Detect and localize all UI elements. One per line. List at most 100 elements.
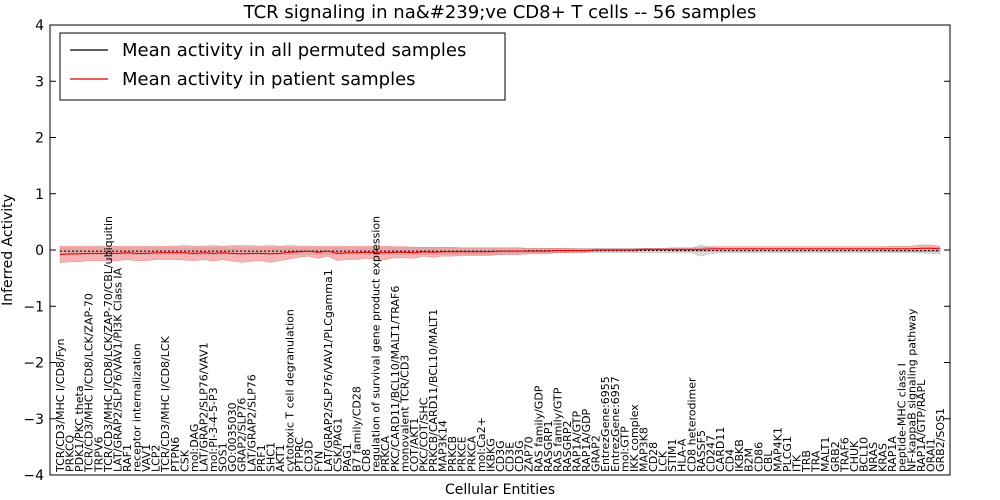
x-tick-label: KRAS [877, 443, 890, 472]
x-tick-label: B7 family/CD28 [351, 386, 364, 472]
x-tick-label: PRKCA [379, 435, 392, 472]
x-tick-label: CSK [178, 449, 191, 472]
x-tick-label: CSK/PAG1 [331, 418, 344, 472]
patient-mean-line [59, 247, 941, 255]
x-tick-label: CARD11 [714, 427, 727, 472]
x-tick-label: PTPRC [293, 437, 306, 472]
x-tick-label: LAT/GRAP2/SLP76 [245, 374, 258, 472]
x-tick-label: PRF1 [255, 444, 268, 472]
y-axis-label: Inferred Activity [0, 194, 16, 306]
x-tick-label: TCR/CD3/MHC I/CD8/LCK/ZAP-70/CBL/ubiquit… [102, 216, 115, 473]
x-tick-label: PTPN6 [169, 437, 182, 472]
x-tick-label: AKT1 [274, 444, 287, 472]
x-tick-label: CBL [762, 450, 775, 472]
legend-label-patient: Mean activity in patient samples [122, 69, 416, 90]
x-tick-label: cytotoxic T cell degranulation [284, 309, 297, 472]
x-tick-label: TCR/CD3/MHC I/CD8/Fyn [54, 338, 67, 473]
band-layer [59, 244, 941, 264]
x-tick-label: PKC/COT/SHC [418, 397, 431, 472]
patient-spread-band [59, 244, 941, 264]
y-tick-label: 1 [35, 187, 44, 203]
x-tick-label: GRAP2/SLP76 [236, 398, 249, 472]
x-tick-label: TRAF6 [838, 437, 851, 473]
y-tick-label: 4 [35, 18, 44, 34]
x-tick-label: IKK complex [628, 404, 641, 472]
x-tick-label: RAP1A/GDP [580, 408, 593, 472]
x-tick-label: BCL10 [858, 437, 871, 472]
x-tick-label: TRB [800, 450, 813, 473]
x-tick-label: CD3D [303, 440, 316, 472]
chart-title: TCR signaling in na&#239;ve CD8+ T cells… [243, 2, 757, 23]
x-tick-label: PAG1 [341, 443, 354, 472]
x-tick-label: CHUK [848, 440, 861, 472]
x-tick-label: MALT1 [819, 437, 832, 472]
x-tick-label: COT/AKT1 [408, 418, 421, 472]
x-tick-label: RASSF5 [695, 430, 708, 472]
x-tick-label: ITK [791, 454, 804, 472]
x-tick-label: GO:0035030 [226, 402, 239, 472]
x-tick-label: CD247 [704, 435, 717, 472]
x-tick-label: ZAP70 [523, 436, 536, 472]
x-tick-label: STIM1 [666, 439, 679, 472]
x-tick-label: PLCG1 [781, 436, 794, 472]
legend-label-permuted: Mean activity in all permuted samples [122, 40, 466, 61]
x-tick-label: RAF1 [121, 444, 134, 472]
x-tick-label: GRB2 [829, 441, 842, 472]
x-tick-label: PRKCB/CARD11/BCL10/MALT1 [427, 309, 440, 472]
x-axis-label: Cellular Entities [445, 482, 555, 498]
x-tick-label: HLA-A [676, 438, 689, 472]
x-tick-label: RAP1A/GTP/RAPL [915, 379, 928, 472]
x-tick-label: LCK [657, 450, 670, 472]
x-tick-label: peptide-MHC class I [896, 363, 909, 472]
x-tick-label: CD8 heterodimer [685, 377, 698, 472]
x-tick-label: RASGRP2 [561, 421, 574, 473]
x-tick-label: EntrezGene:6957 [609, 376, 622, 472]
x-tick-label: TRPV6 [92, 437, 105, 474]
x-tick-label: LCP2 [150, 445, 163, 472]
x-tick-label: PRKCA [465, 435, 478, 472]
x-tick-label: CD3E [504, 442, 517, 472]
x-tick-label: RAP1A/GTP [571, 411, 584, 472]
x-tick-label: LAT/GRAP2/SLP76/VAV1 [198, 342, 211, 472]
x-tick-label: CD3G [494, 440, 507, 472]
x-tick-label: PDK1/PKC theta [73, 385, 86, 472]
line-layer [59, 247, 941, 255]
x-tick-label: CD3G [513, 440, 526, 472]
x-tick-label: VAV1 [140, 444, 153, 472]
x-tick-label: monovalent TCR/CD3 [398, 355, 411, 472]
x-tick-label: FYN [312, 451, 325, 472]
x-tick-label: MAP3K14 [437, 420, 450, 472]
y-axis: −4 −3 −2 −1 0 1 2 3 4 [23, 18, 950, 484]
y-tick-label: 0 [35, 243, 44, 259]
x-tick-label: PRKCE [456, 436, 469, 472]
x-tick-label: CD28 [647, 442, 660, 472]
x-tick-label: TCR/CD3/MHC I/CD8/LCK/ZAP-70 [83, 293, 96, 473]
x-tick-label: RAS family/GDP [532, 385, 545, 472]
x-tick-label: CD4 [724, 449, 737, 472]
legend: Mean activity in all permuted samples Me… [59, 32, 506, 101]
x-tick-label: LAT/GRAP2/SLP76/VAV1/PI3K Class IA [111, 267, 124, 472]
y-tick-label: −4 [23, 468, 44, 484]
legend-box [59, 32, 506, 101]
x-tick-label: NF-kappaB signaling pathway [905, 308, 918, 472]
x-tick-label: mol:PI-3-4-5-P3 [207, 387, 220, 472]
y-tick-label: −2 [23, 356, 44, 372]
x-tick-label: PRKCB [446, 436, 459, 472]
x-tick-label: receptor internalization [131, 343, 144, 472]
x-tick-label: mol:DAG [188, 424, 201, 472]
x-tick-label: regulation of survival gene product expr… [370, 216, 383, 472]
x-tick-label: B2M [743, 448, 756, 472]
x-tick-label: SOS1 [217, 442, 230, 472]
x-tick-label: EntrezGene:6955 [599, 376, 612, 472]
x-tick-label: GRAP2 [590, 435, 603, 472]
y-tick-label: 2 [35, 131, 44, 147]
x-tick-label: CD8 [360, 449, 373, 472]
x-tick-label: RASGRP1 [542, 420, 555, 472]
x-tick-label: TRA [810, 450, 823, 473]
x-tick-label: mol:GTP [618, 426, 631, 472]
y-tick-label: −1 [23, 299, 44, 315]
x-tick-label: PKC/CARD11/BCL10/MALT1/TRAF6 [389, 286, 402, 472]
